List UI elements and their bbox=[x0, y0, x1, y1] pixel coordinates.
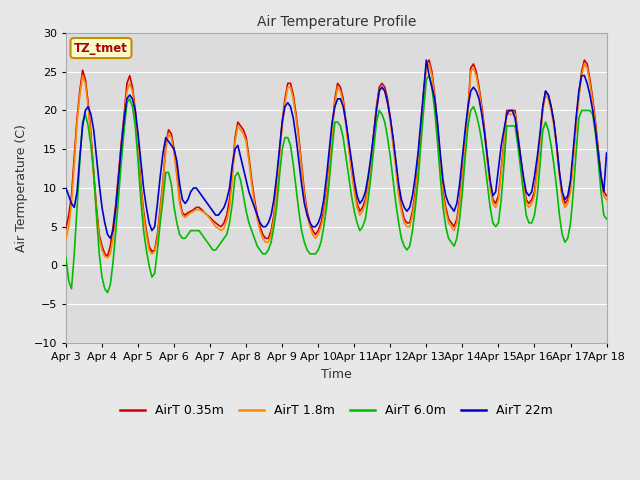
AirT 22m bbox=[106, 236, 114, 241]
Line: AirT 6.0m: AirT 6.0m bbox=[66, 75, 607, 293]
Line: AirT 22m: AirT 22m bbox=[66, 60, 607, 239]
AirT 6.0m bbox=[84, 123, 92, 129]
AirT 1.8m bbox=[214, 226, 222, 231]
AirT 6.0m bbox=[531, 212, 538, 218]
AirT 1.8m bbox=[62, 236, 70, 241]
AirT 1.8m bbox=[603, 197, 611, 203]
AirT 1.8m bbox=[84, 104, 92, 109]
X-axis label: Time: Time bbox=[321, 368, 351, 381]
AirT 1.8m bbox=[575, 96, 582, 102]
AirT 0.35m bbox=[428, 69, 436, 74]
AirT 6.0m bbox=[104, 290, 111, 296]
AirT 6.0m bbox=[367, 173, 375, 179]
AirT 22m bbox=[214, 212, 222, 218]
AirT 22m bbox=[422, 57, 430, 63]
AirT 0.35m bbox=[104, 253, 111, 259]
AirT 22m bbox=[575, 88, 582, 94]
AirT 0.35m bbox=[531, 189, 538, 195]
AirT 6.0m bbox=[428, 84, 436, 90]
Line: AirT 1.8m: AirT 1.8m bbox=[66, 64, 607, 258]
AirT 22m bbox=[531, 173, 538, 179]
Text: TZ_tmet: TZ_tmet bbox=[74, 42, 128, 55]
AirT 22m bbox=[367, 154, 375, 160]
AirT 6.0m bbox=[62, 255, 70, 261]
AirT 1.8m bbox=[531, 193, 538, 199]
AirT 22m bbox=[603, 150, 611, 156]
AirT 22m bbox=[62, 185, 70, 191]
AirT 1.8m bbox=[426, 61, 433, 67]
AirT 0.35m bbox=[575, 92, 582, 98]
Legend: AirT 0.35m, AirT 1.8m, AirT 6.0m, AirT 22m: AirT 0.35m, AirT 1.8m, AirT 6.0m, AirT 2… bbox=[115, 399, 557, 422]
Y-axis label: Air Termperature (C): Air Termperature (C) bbox=[15, 124, 28, 252]
AirT 1.8m bbox=[104, 255, 111, 261]
AirT 1.8m bbox=[367, 162, 375, 168]
AirT 1.8m bbox=[428, 72, 436, 78]
AirT 0.35m bbox=[603, 193, 611, 199]
Title: Air Temperature Profile: Air Temperature Profile bbox=[257, 15, 416, 29]
Line: AirT 0.35m: AirT 0.35m bbox=[66, 60, 607, 256]
AirT 22m bbox=[84, 104, 92, 109]
AirT 6.0m bbox=[214, 243, 222, 249]
AirT 22m bbox=[428, 84, 436, 90]
AirT 6.0m bbox=[575, 115, 582, 121]
AirT 0.35m bbox=[214, 222, 222, 228]
AirT 0.35m bbox=[367, 158, 375, 164]
AirT 0.35m bbox=[426, 57, 433, 63]
AirT 0.35m bbox=[84, 100, 92, 106]
AirT 6.0m bbox=[426, 72, 433, 78]
AirT 6.0m bbox=[603, 216, 611, 222]
AirT 0.35m bbox=[62, 226, 70, 231]
